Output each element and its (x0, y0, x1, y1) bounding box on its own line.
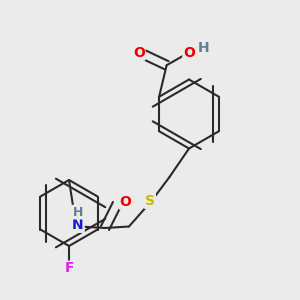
Text: S: S (145, 194, 155, 208)
Text: H: H (197, 41, 209, 55)
Text: N: N (72, 218, 84, 232)
Text: O: O (133, 46, 145, 60)
Text: F: F (64, 262, 74, 275)
Text: H: H (73, 206, 83, 219)
Text: O: O (119, 195, 131, 208)
Text: O: O (183, 46, 195, 60)
